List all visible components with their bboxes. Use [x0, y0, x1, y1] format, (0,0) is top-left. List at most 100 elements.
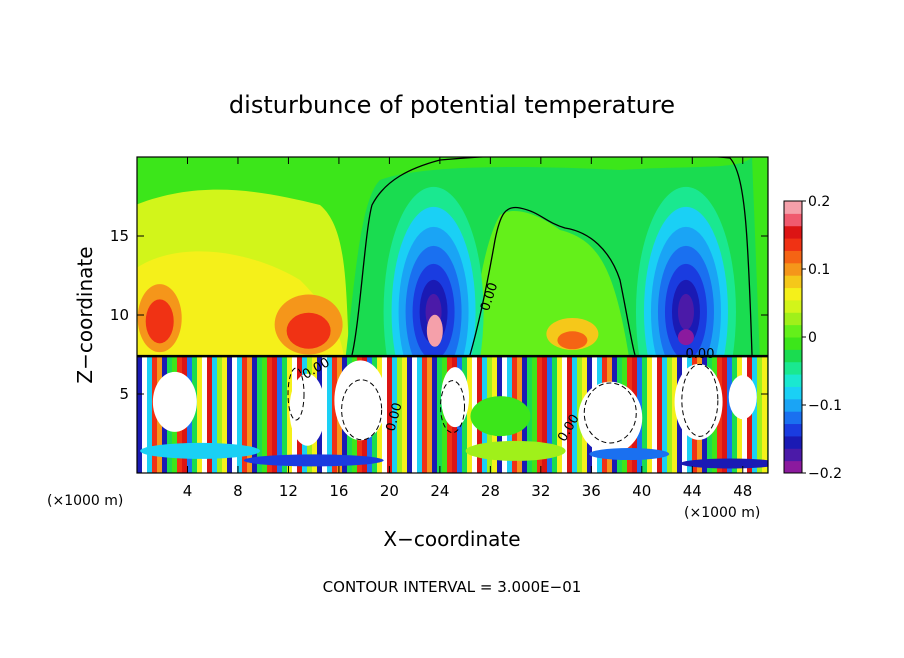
lower-band-strip — [232, 357, 238, 473]
lower-band-strip — [277, 357, 283, 473]
y-axis-label: Z−coordinate — [73, 246, 97, 383]
colorbar-segment — [784, 324, 802, 338]
lower-band-strip — [727, 357, 733, 473]
lower-band-strip — [237, 357, 243, 473]
lower-band-strip — [427, 357, 433, 473]
lower-accent — [465, 440, 566, 461]
lower-band-strip — [147, 357, 153, 473]
x-tick-label: 28 — [481, 482, 500, 500]
lower-band-strip — [252, 357, 258, 473]
y-axis: 5 10 15 — [110, 227, 768, 403]
colorbar-segment — [784, 386, 802, 400]
colorbar-segment — [784, 250, 802, 264]
colorbar-segment — [784, 337, 802, 350]
x-tick-label: 12 — [279, 482, 298, 500]
white-region — [441, 367, 470, 428]
lower-band-strip — [332, 357, 338, 473]
lower-band-strip — [757, 357, 763, 473]
contour-label: 0.00 — [384, 401, 406, 433]
x-tick-label: 4 — [183, 482, 193, 500]
colorbar-segment — [784, 287, 802, 301]
lower-band-strip — [382, 357, 388, 473]
lower-band-strip — [197, 357, 203, 473]
lower-band-strip — [282, 357, 288, 473]
colorbar-segment — [784, 201, 802, 214]
zero-contour — [351, 157, 753, 356]
lower-band-strip — [422, 357, 428, 473]
lower-band-strip — [242, 357, 248, 473]
lower-band-strip — [217, 357, 223, 473]
colorbar-segment — [784, 448, 802, 462]
lower-band-strip — [542, 357, 548, 473]
lower-band-strip — [202, 357, 208, 473]
lower-band-strip — [467, 357, 473, 473]
lower-band-strip — [142, 357, 148, 473]
lower-band-strip — [152, 357, 158, 473]
x-tick-label: 32 — [531, 482, 550, 500]
lower-band-strip — [262, 357, 268, 473]
warm-core — [426, 314, 443, 347]
chart-title: disturbunce of potential temperature — [229, 91, 675, 119]
x-tick-label: 16 — [329, 482, 348, 500]
colorbar: 0.2 0.1 0 −0.1 −0.2 — [783, 194, 842, 482]
y-tick-label: 5 — [119, 385, 129, 403]
colorbar-segment — [784, 299, 802, 313]
lower-band-strip — [562, 357, 568, 473]
lower-band-strip — [267, 357, 273, 473]
colorbar-segment — [784, 275, 802, 289]
colorbar-segment — [784, 238, 802, 251]
white-region — [728, 375, 757, 420]
lower-band-strip — [327, 357, 333, 473]
contour-line — [440, 380, 465, 434]
lower-accent — [140, 442, 261, 459]
lower-band-strip — [752, 357, 758, 473]
lower-band-strip — [407, 357, 413, 473]
colorbar-label: 0.1 — [808, 262, 830, 278]
lower-accent — [589, 448, 670, 461]
warm-blob — [557, 331, 588, 350]
colorbar-segment — [784, 423, 802, 437]
white-region — [152, 371, 197, 432]
colorbar-segment — [784, 374, 802, 387]
x-tick-label: 40 — [632, 482, 651, 500]
colorbar-segment — [784, 349, 802, 363]
lower-accent — [243, 454, 384, 467]
x-tick-label: 20 — [380, 482, 399, 500]
lower-band-strip — [667, 357, 673, 473]
lower-band-strip — [412, 357, 418, 473]
lower-band-strip — [557, 357, 563, 473]
y-tick-label: 10 — [110, 306, 129, 324]
colorbar-label: −0.1 — [808, 398, 842, 414]
contour-line — [341, 379, 383, 441]
x-tick-label: 8 — [233, 482, 243, 500]
lower-band-strip — [652, 357, 658, 473]
lower-band-strip — [547, 357, 553, 473]
colorbar-label: −0.2 — [808, 466, 842, 482]
x-unit-right: (×1000 m) — [684, 505, 760, 521]
lower-band-strip — [137, 357, 143, 473]
lower-band-strip — [402, 357, 408, 473]
colorbar-segment — [784, 312, 802, 326]
white-region — [674, 363, 723, 440]
lower-band-strip — [227, 357, 233, 473]
lower-band-strip — [212, 357, 218, 473]
lower-band-strip — [207, 357, 213, 473]
zero-contour — [469, 206, 636, 356]
x-tick-label: 24 — [430, 482, 449, 500]
lower-band-strip — [672, 357, 678, 473]
lower-band-strip — [762, 357, 768, 473]
lower-accent — [470, 396, 531, 437]
x-axis: 4 8 12 16 20 24 28 32 36 40 44 48 — [183, 157, 752, 500]
cold-core — [677, 329, 694, 346]
white-region — [289, 373, 326, 446]
plot-area: 0.000.000.00 0.000.00 — [137, 157, 768, 473]
x-tick-label: 36 — [582, 482, 601, 500]
lower-band-strip — [397, 357, 403, 473]
y-tick-label: 15 — [110, 227, 129, 245]
colorbar-segment — [784, 460, 802, 474]
colorbar-segment — [784, 411, 802, 425]
cold-blob — [677, 293, 694, 330]
colorbar-segment — [784, 225, 802, 239]
lower-band-strip — [657, 357, 663, 473]
